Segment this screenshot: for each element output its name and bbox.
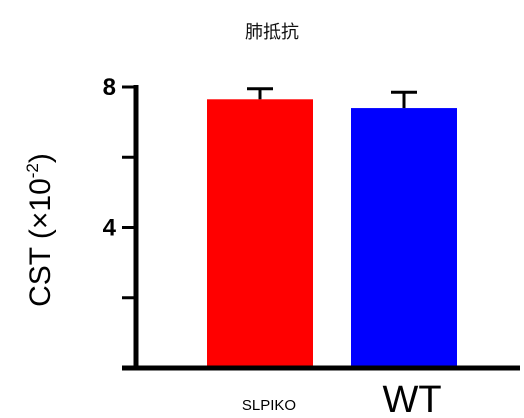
y-axis-label-main: CST (×10: [24, 178, 57, 307]
svg-text:CST (×10-2): CST (×10-2): [23, 153, 57, 307]
bar-wt: [351, 108, 457, 368]
bar-slpiko: [207, 99, 313, 368]
x-category-label-wt: WT: [382, 379, 441, 414]
y-axis-label-superscript: -2: [23, 163, 42, 178]
plot-area: 4 8 SLPIKO WT: [103, 74, 520, 418]
y-tick-label-8: 8: [103, 74, 116, 101]
x-category-label-slpiko: SLPIKO: [242, 397, 296, 414]
y-tick-label-4: 4: [103, 215, 117, 242]
y-axis-label-close: ): [24, 153, 57, 163]
chart-title: 肺抵抗: [245, 22, 299, 43]
y-axis-label: CST (×10-2): [23, 153, 57, 307]
